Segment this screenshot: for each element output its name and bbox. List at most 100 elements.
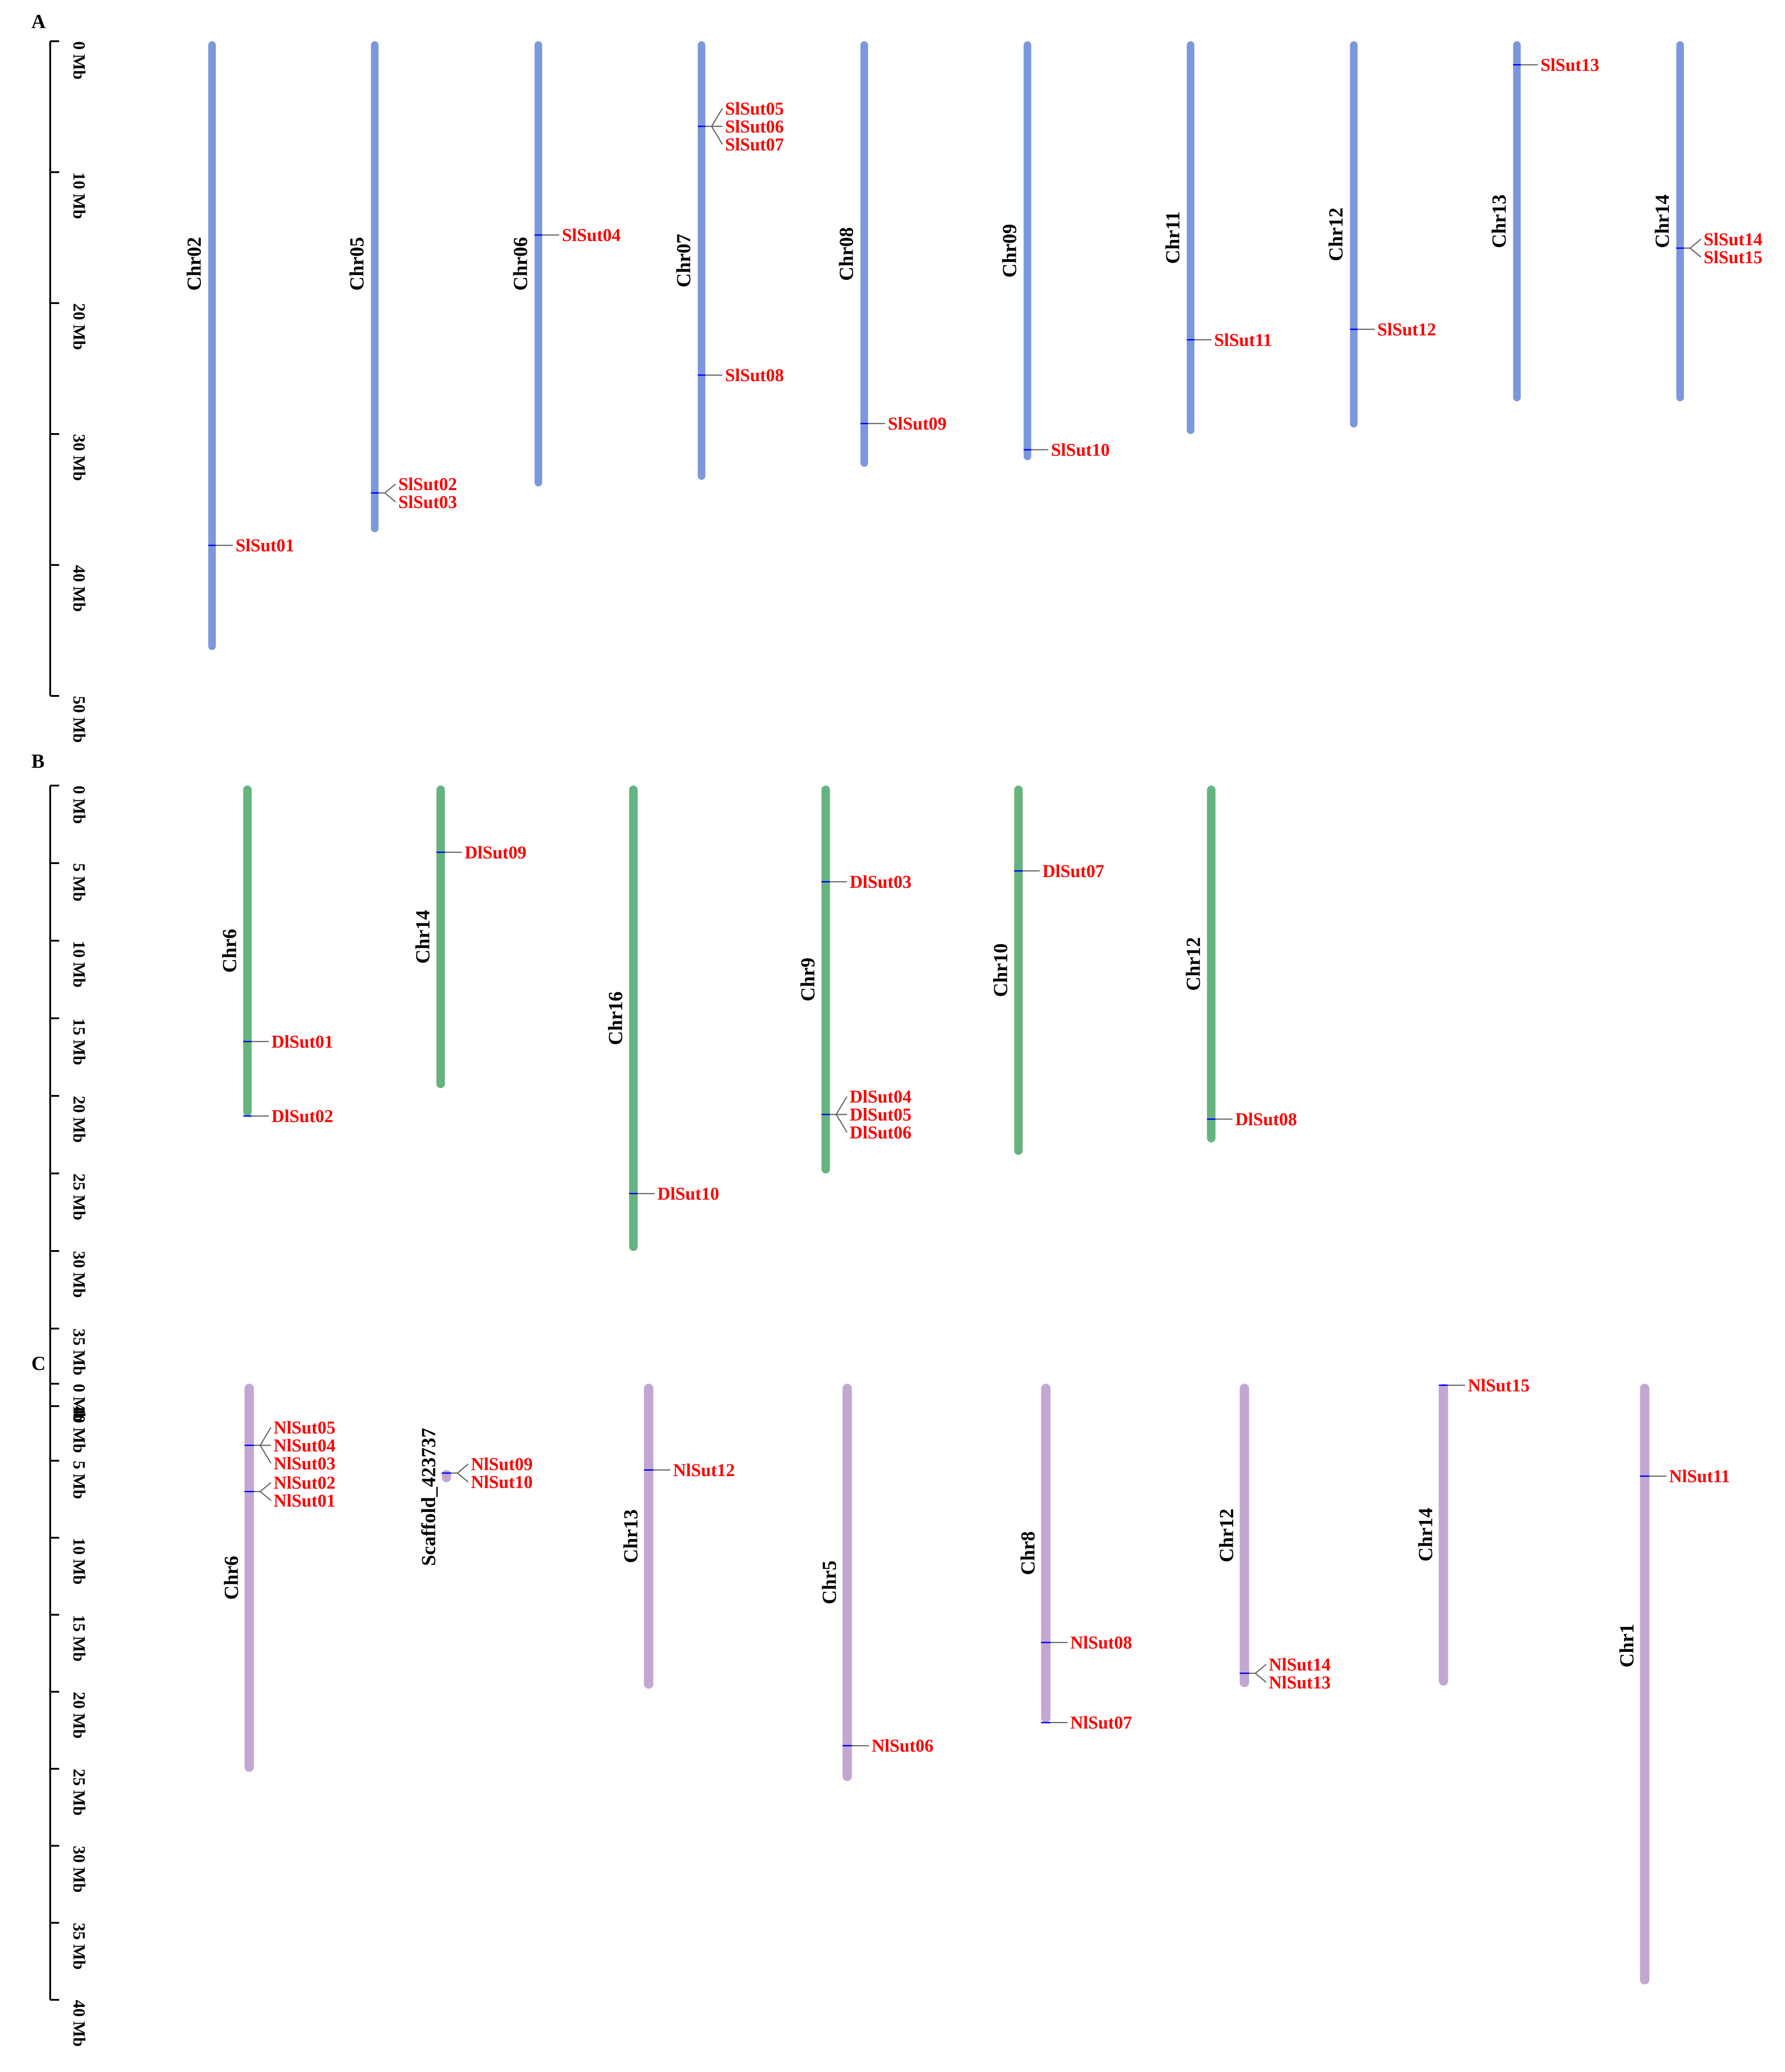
- leader-line: [384, 483, 396, 494]
- chromosome-bar: [1207, 786, 1216, 1142]
- leader-line: [1255, 1664, 1267, 1674]
- scale-label: 0 Mb: [69, 1384, 88, 1422]
- chromosome-bar: [436, 786, 445, 1088]
- scale-label: 15 Mb: [69, 1615, 88, 1662]
- chromosome-label: Chr14: [1651, 195, 1673, 248]
- panels: A 0 Mb 10 Mb 20 Mb 30 Mb 40 Mb 50 Mb Chr02 SlSut…: [31, 10, 1763, 2047]
- chromosome-bar: [698, 41, 706, 480]
- gene-label-nlsut15: NlSut15: [1468, 1375, 1530, 1395]
- chromosome-bar: [243, 786, 252, 1116]
- gene-label-nlsut11: NlSut11: [1669, 1466, 1730, 1486]
- gene-label-slsut07: SlSut07: [725, 134, 784, 154]
- chromosome-label: Chr12: [1325, 208, 1347, 261]
- gene-label-dlsut09: DlSut09: [465, 842, 527, 862]
- gene-label-slsut01: SlSut01: [236, 535, 295, 556]
- gene-label-slsut03: SlSut03: [399, 492, 457, 512]
- gene-label-dlsut06: DlSut06: [850, 1122, 912, 1142]
- chromosome-chr13: Chr13 SlSut13: [1488, 41, 1599, 401]
- gene-label-nlsut09: NlSut09: [471, 1454, 533, 1474]
- leader-line: [836, 1114, 848, 1133]
- chromosome-bar: [1640, 1384, 1650, 1985]
- chromosome-label: Chr10: [990, 943, 1012, 997]
- chromosome-label: Scaffold_423737: [418, 1428, 440, 1566]
- gene-label-slsut05: SlSut05: [725, 98, 784, 118]
- leader-line: [1255, 1672, 1267, 1683]
- leader-line: [711, 108, 723, 127]
- chromosome-chr8: Chr8 NlSut08 NlSut07: [1017, 1384, 1132, 1733]
- gene-label-nlsut03: NlSut03: [274, 1453, 336, 1473]
- scale-ruler: 0 Mb 5 Mb 10 Mb 15 Mb 20 Mb 25 Mb 30 Mb 35 Mb 40…: [49, 1383, 88, 2047]
- scale-label: 5 Mb: [69, 863, 88, 902]
- scale-label: 50 Mb: [69, 696, 88, 743]
- chromosome-bar: [860, 41, 868, 467]
- chromosome-chr6: Chr6 DlSut01 DlSut02: [219, 786, 334, 1126]
- scale-label: 10 Mb: [69, 172, 88, 219]
- scale-label: 40 Mb: [69, 565, 88, 612]
- chromosome-bar: [629, 786, 638, 1251]
- leader-line: [457, 1464, 469, 1474]
- scale-label: 35 Mb: [69, 1923, 88, 1970]
- scale-label: 40 Mb: [69, 1406, 88, 1453]
- chromosome-chr12: Chr12 SlSut12: [1325, 41, 1436, 428]
- chromosome-label: Chr5: [819, 1560, 841, 1604]
- panel-letter: B: [31, 750, 44, 772]
- chromosome-bar: [842, 1384, 852, 1781]
- scale-label: 25 Mb: [69, 1173, 88, 1221]
- chromosome-bar: [1023, 41, 1031, 460]
- chromosome-bar: [442, 1470, 451, 1482]
- chromosome-bar: [1350, 41, 1358, 428]
- gene-label-slsut02: SlSut02: [399, 474, 457, 494]
- chromosome-bar: [1438, 1384, 1448, 1686]
- panel-a: A 0 Mb 10 Mb 20 Mb 30 Mb 40 Mb 50 Mb Chr02 SlSut…: [31, 10, 1763, 743]
- leader-line: [711, 126, 723, 145]
- chromosome-label: Chr02: [183, 237, 205, 291]
- scale-ruler: 0 Mb 5 Mb 10 Mb 15 Mb 20 Mb 25 Mb 30 Mb 35 Mb 40…: [49, 785, 88, 1453]
- chromosome-chr1: Chr1 NlSut11: [1616, 1384, 1730, 1985]
- chromosome-chr08: Chr08 SlSut09: [836, 41, 947, 467]
- gene-label-dlsut01: DlSut01: [272, 1031, 334, 1051]
- chromosome-bar: [1513, 41, 1521, 401]
- chromosome-chr13: Chr13 NlSut12: [620, 1384, 735, 1689]
- gene-label-dlsut04: DlSut04: [850, 1086, 912, 1107]
- chromosome-label: Chr16: [605, 991, 627, 1045]
- gene-label-dlsut02: DlSut02: [272, 1106, 334, 1126]
- gene-label-slsut11: SlSut11: [1214, 330, 1272, 350]
- chromosome-chr12: Chr12 DlSut08: [1183, 786, 1297, 1142]
- panel-b: B 0 Mb 5 Mb 10 Mb 15 Mb 20 Mb 25 Mb 30 Mb 35 Mb 4…: [31, 750, 1297, 1453]
- panel-letter: A: [31, 10, 46, 32]
- gene-label-nlsut01: NlSut01: [274, 1490, 336, 1511]
- gene-label-slsut13: SlSut13: [1541, 55, 1599, 75]
- scale-label: 25 Mb: [69, 1769, 88, 1816]
- leader-line: [260, 1491, 272, 1501]
- chromosome-chr16: Chr16 DlSut10: [605, 786, 719, 1251]
- leader-line: [1690, 239, 1702, 249]
- chromosome-bar: [534, 41, 542, 487]
- gene-label-nlsut10: NlSut10: [471, 1472, 533, 1492]
- chromosome-chr10: Chr10 DlSut07: [990, 786, 1105, 1155]
- chromosome-bar: [244, 1384, 254, 1772]
- chromosome-bar: [371, 41, 379, 532]
- chromosome-label: Chr05: [346, 237, 368, 291]
- leader-line: [260, 1445, 272, 1464]
- chromosome-bar: [644, 1384, 654, 1689]
- chromosome-label: Chr06: [510, 237, 532, 291]
- gene-label-slsut06: SlSut06: [725, 116, 784, 136]
- chromosome-bar: [208, 41, 216, 650]
- panel-letter: C: [31, 1352, 46, 1374]
- leader-line: [260, 1427, 272, 1446]
- scale-label: 20 Mb: [69, 1692, 88, 1739]
- chromosome-label: Chr13: [1488, 195, 1510, 248]
- leader-line: [457, 1473, 469, 1483]
- scale-label: 20 Mb: [69, 303, 88, 350]
- gene-label-slsut12: SlSut12: [1378, 319, 1436, 339]
- gene-label-nlsut04: NlSut04: [274, 1435, 336, 1455]
- scale-label: 5 Mb: [69, 1461, 88, 1499]
- gene-label-dlsut07: DlSut07: [1043, 861, 1105, 881]
